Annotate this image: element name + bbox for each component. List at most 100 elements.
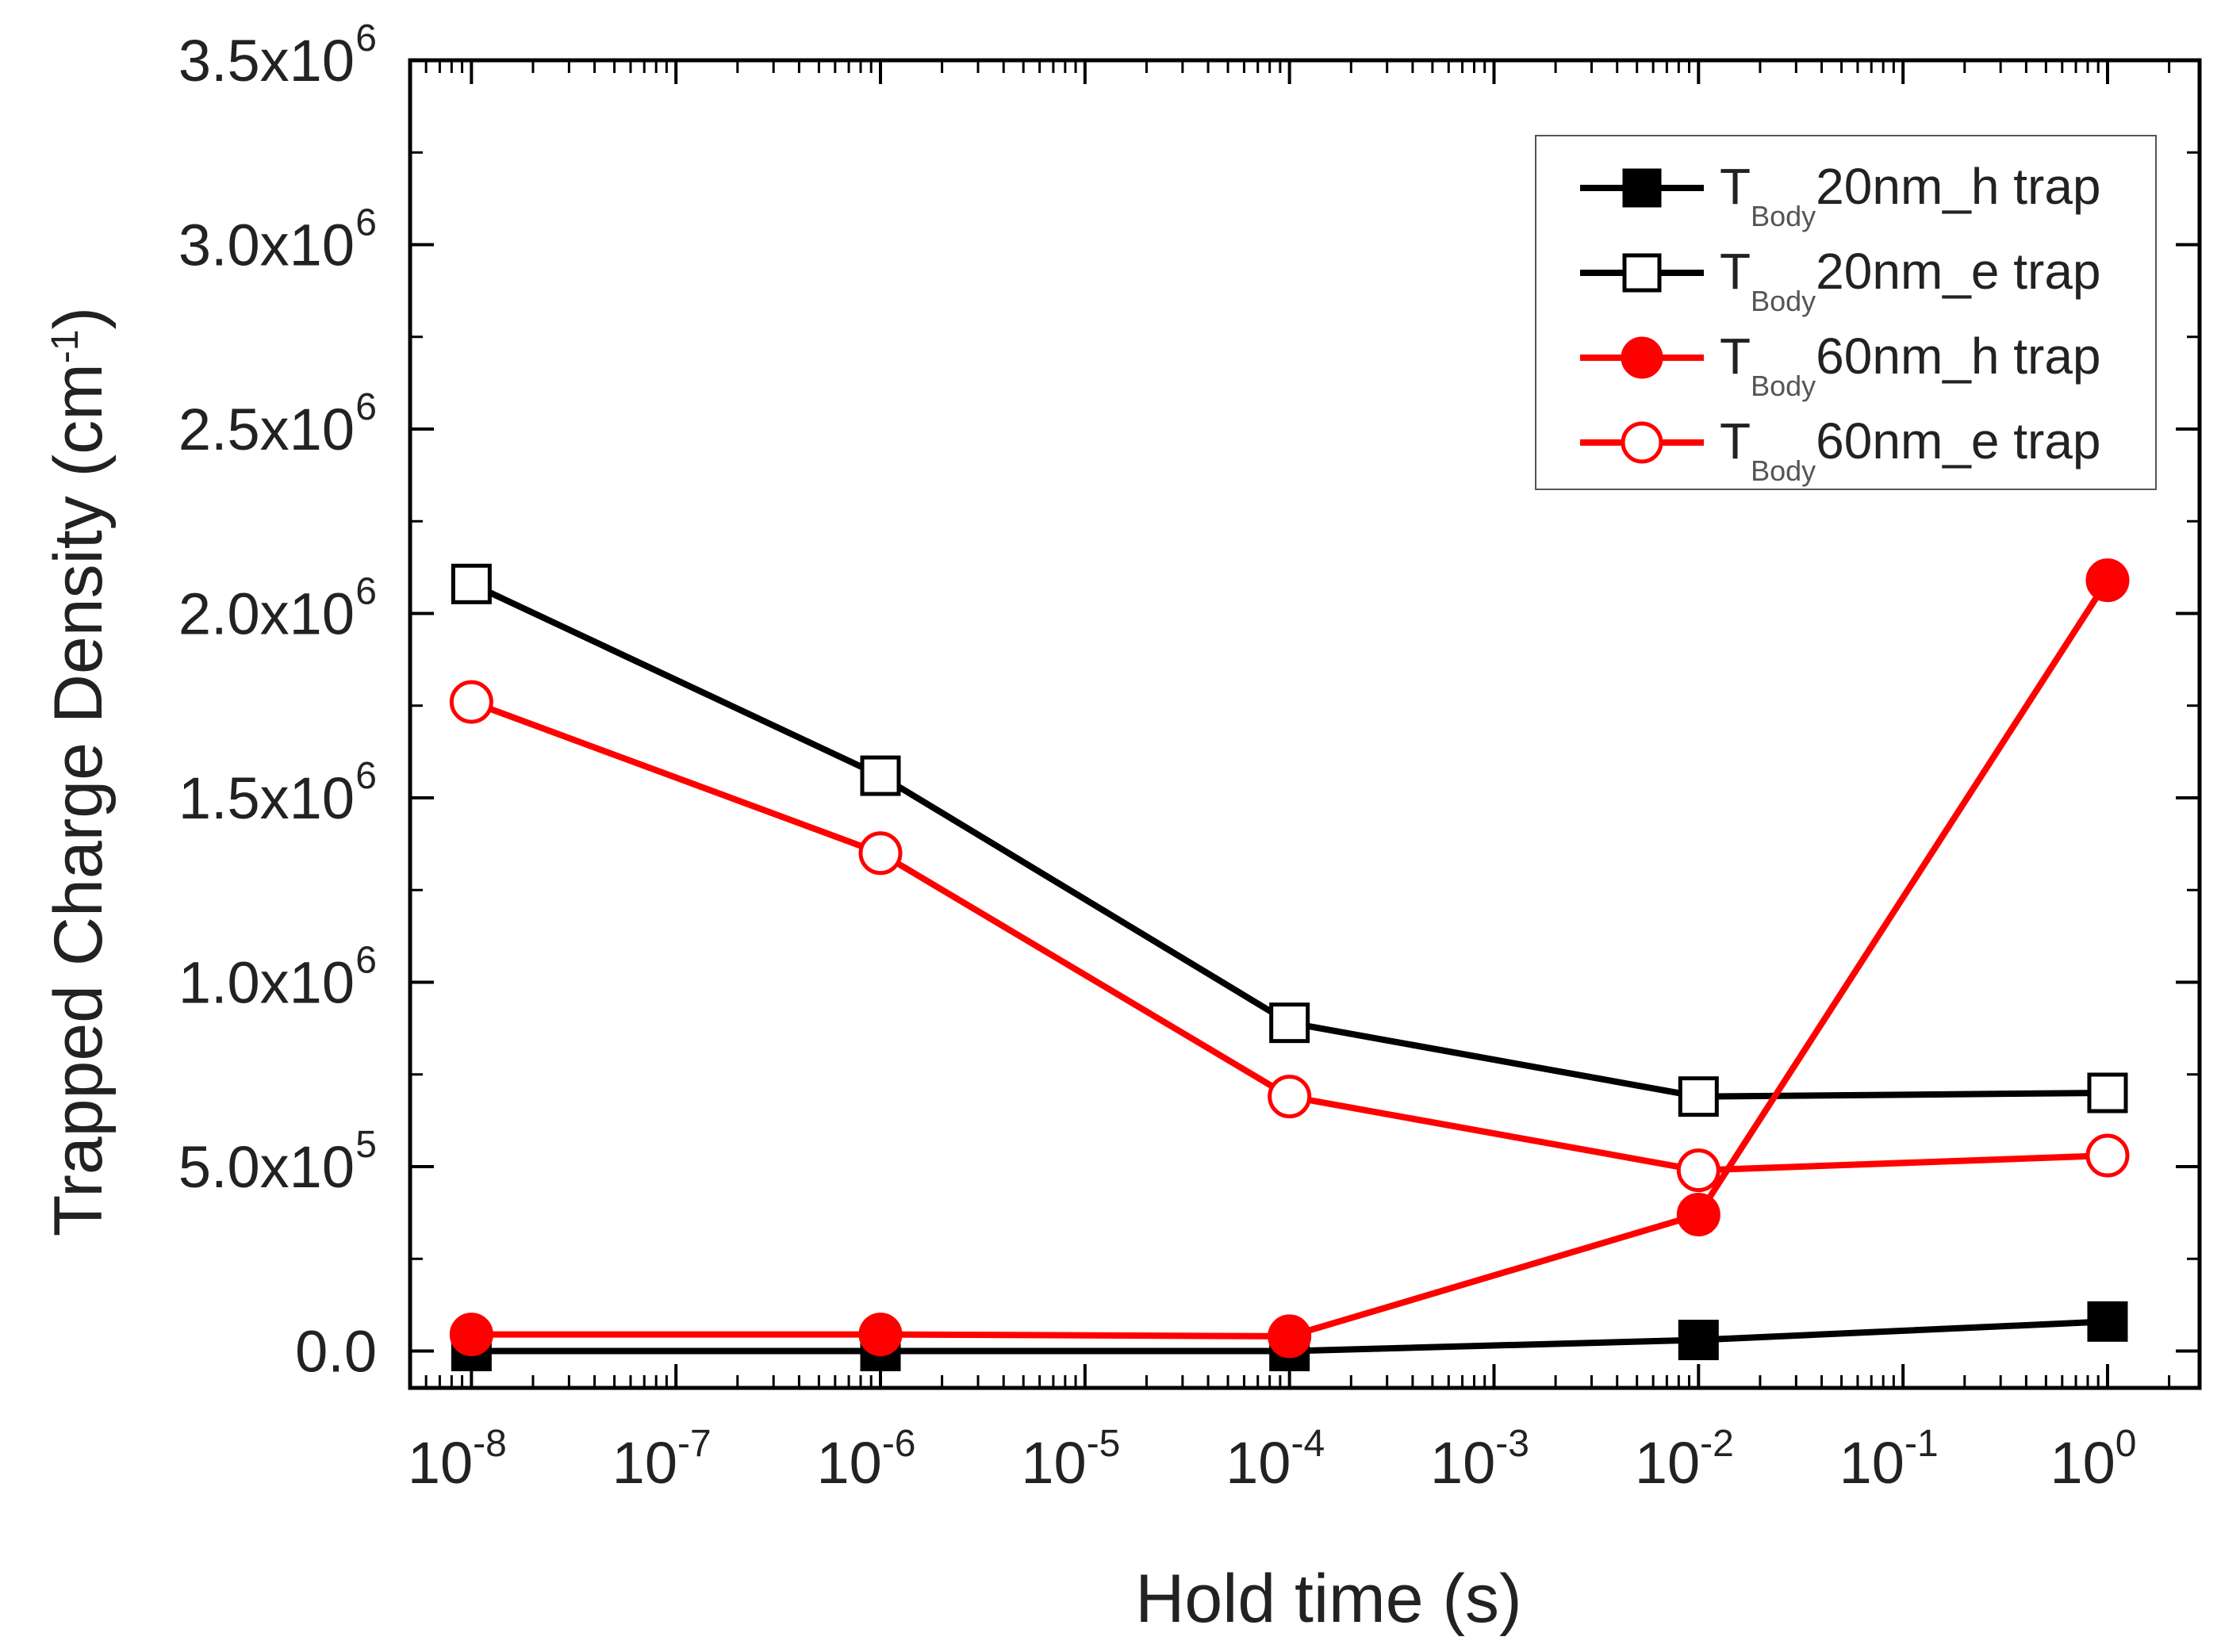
- x-tick-base: 10: [1635, 1430, 1700, 1496]
- y-tick-label: 1.0x106: [178, 940, 377, 1016]
- y-tick-base: 2.0x10: [178, 581, 355, 647]
- y-tick-exponent: 6: [355, 386, 377, 428]
- axis-ticks: [410, 59, 2200, 1388]
- x-tick-label: 10-6: [817, 1423, 916, 1496]
- x-tick-exponent: -3: [1495, 1423, 1529, 1465]
- legend-label-subscript: Body: [1751, 454, 1816, 487]
- series-line: [471, 578, 2111, 1340]
- y-axis-title-sup: -1: [44, 330, 86, 364]
- x-tick-exponent: -5: [1087, 1423, 1121, 1465]
- legend-item: TBody60nm_e trap: [1580, 412, 2101, 487]
- legend-label: TBody60nm_h trap: [1720, 328, 2101, 402]
- legend-item: TBody60nm_h trap: [1580, 328, 2101, 402]
- data-point: [2085, 1133, 2130, 1178]
- data-point: [449, 680, 493, 724]
- legend-label-suffix: 20nm_h trap: [1816, 158, 2100, 215]
- y-tick-exponent: 6: [355, 940, 377, 982]
- y-tick-base: 1.0x10: [178, 950, 355, 1016]
- y-tick-base: 3.5x10: [178, 28, 355, 94]
- legend-label-prefix: T: [1720, 328, 1751, 385]
- x-tick-exponent: 0: [2116, 1423, 2137, 1465]
- data-point: [1678, 1076, 1719, 1117]
- x-tick-base: 10: [2050, 1430, 2115, 1496]
- x-tick-exponent: -7: [677, 1423, 712, 1465]
- y-tick-label: 3.5x106: [178, 17, 377, 94]
- x-tick-label: 10-3: [1430, 1423, 1529, 1496]
- y-tick-exponent: 6: [355, 571, 377, 613]
- data-point: [858, 831, 903, 876]
- x-tick-base: 10: [1021, 1430, 1086, 1496]
- legend-marker: [1622, 168, 1662, 208]
- legend-marker: [1621, 421, 1663, 464]
- y-tick-label: 5.0x105: [178, 1124, 377, 1200]
- series-1: [451, 563, 2128, 1117]
- data-point: [451, 563, 492, 604]
- legend-marker: [1622, 253, 1662, 293]
- x-tick-base: 10: [408, 1430, 473, 1496]
- y-tick-base: 0.0: [295, 1319, 377, 1385]
- y-axis-title: Trapped Charge Density (cm-1): [40, 307, 117, 1236]
- data-point: [858, 1313, 903, 1357]
- data-point: [2087, 1072, 2128, 1113]
- y-tick-base: 2.5x10: [178, 397, 355, 462]
- y-tick-exponent: 6: [355, 202, 377, 244]
- y-tick-label: 3.0x106: [178, 202, 377, 278]
- data-point: [1676, 1148, 1720, 1193]
- x-tick-base: 10: [1839, 1430, 1905, 1496]
- x-tick-base: 10: [817, 1430, 882, 1496]
- x-tick-label: 10-2: [1635, 1423, 1734, 1496]
- series-3: [449, 680, 2130, 1193]
- x-tick-base: 10: [1430, 1430, 1495, 1496]
- y-tick-exponent: 6: [355, 17, 377, 59]
- y-tick-label: 2.0x106: [178, 571, 377, 647]
- legend-label-suffix: 60nm_h trap: [1816, 328, 2100, 385]
- legend-label-subscript: Body: [1751, 285, 1816, 317]
- y-tick-label: 1.5x106: [178, 755, 377, 831]
- y-tick-label: 0.0: [295, 1319, 377, 1385]
- x-tick-exponent: -4: [1291, 1423, 1325, 1465]
- x-tick-exponent: -1: [1905, 1423, 1939, 1465]
- y-tick-base: 5.0x10: [178, 1134, 355, 1200]
- legend-item: TBody20nm_h trap: [1580, 158, 2101, 232]
- x-tick-label: 10-4: [1226, 1423, 1325, 1496]
- y-tick-base: 3.0x10: [178, 213, 355, 278]
- data-point: [1268, 1314, 1312, 1359]
- x-tick-label: 10-5: [1021, 1423, 1120, 1496]
- data-point: [449, 1313, 493, 1357]
- data-point: [860, 755, 901, 796]
- data-point: [2085, 558, 2130, 603]
- legend-label-prefix: T: [1720, 158, 1751, 215]
- legend-marker: [1621, 336, 1663, 379]
- legend-label-prefix: T: [1720, 412, 1751, 470]
- tick-labels: 10-8 10-7 10-6 10-5 10-4 10-3 10-2 10-1 1000.05.…: [178, 17, 2137, 1496]
- plot-frame: [408, 58, 2202, 1390]
- x-tick-label: 100: [2050, 1423, 2136, 1496]
- legend-item: TBody20nm_e trap: [1580, 243, 2101, 317]
- legend-label-subscript: Body: [1751, 200, 1816, 232]
- y-tick-exponent: 5: [355, 1124, 377, 1166]
- y-axis-title-main: Trapped Charge Density (cm: [40, 363, 117, 1236]
- y-tick-base: 1.5x10: [178, 765, 355, 831]
- y-axis-title-close: ): [40, 307, 117, 330]
- data-point: [1268, 1075, 1312, 1119]
- x-tick-label: 10-7: [612, 1423, 712, 1496]
- series-layer: [449, 558, 2130, 1371]
- x-tick-label: 10-1: [1839, 1423, 1939, 1496]
- x-tick-exponent: -2: [1700, 1423, 1734, 1465]
- series-2: [449, 558, 2130, 1359]
- x-tick-label: 10-8: [408, 1423, 507, 1496]
- x-axis-title: Hold time (s): [1135, 1561, 1521, 1637]
- x-tick-exponent: -8: [473, 1423, 507, 1465]
- legend-label-subscript: Body: [1751, 370, 1816, 402]
- data-point: [1676, 1192, 1720, 1236]
- data-point: [1269, 1002, 1310, 1044]
- legend-label: TBody20nm_e trap: [1720, 243, 2101, 317]
- legend-label: TBody20nm_h trap: [1720, 158, 2101, 232]
- legend-label-suffix: 20nm_e trap: [1816, 243, 2100, 300]
- data-point: [2087, 1301, 2128, 1342]
- data-point: [1678, 1320, 1719, 1361]
- legend-label-suffix: 60nm_e trap: [1816, 412, 2100, 470]
- y-tick-label: 2.5x106: [178, 386, 377, 462]
